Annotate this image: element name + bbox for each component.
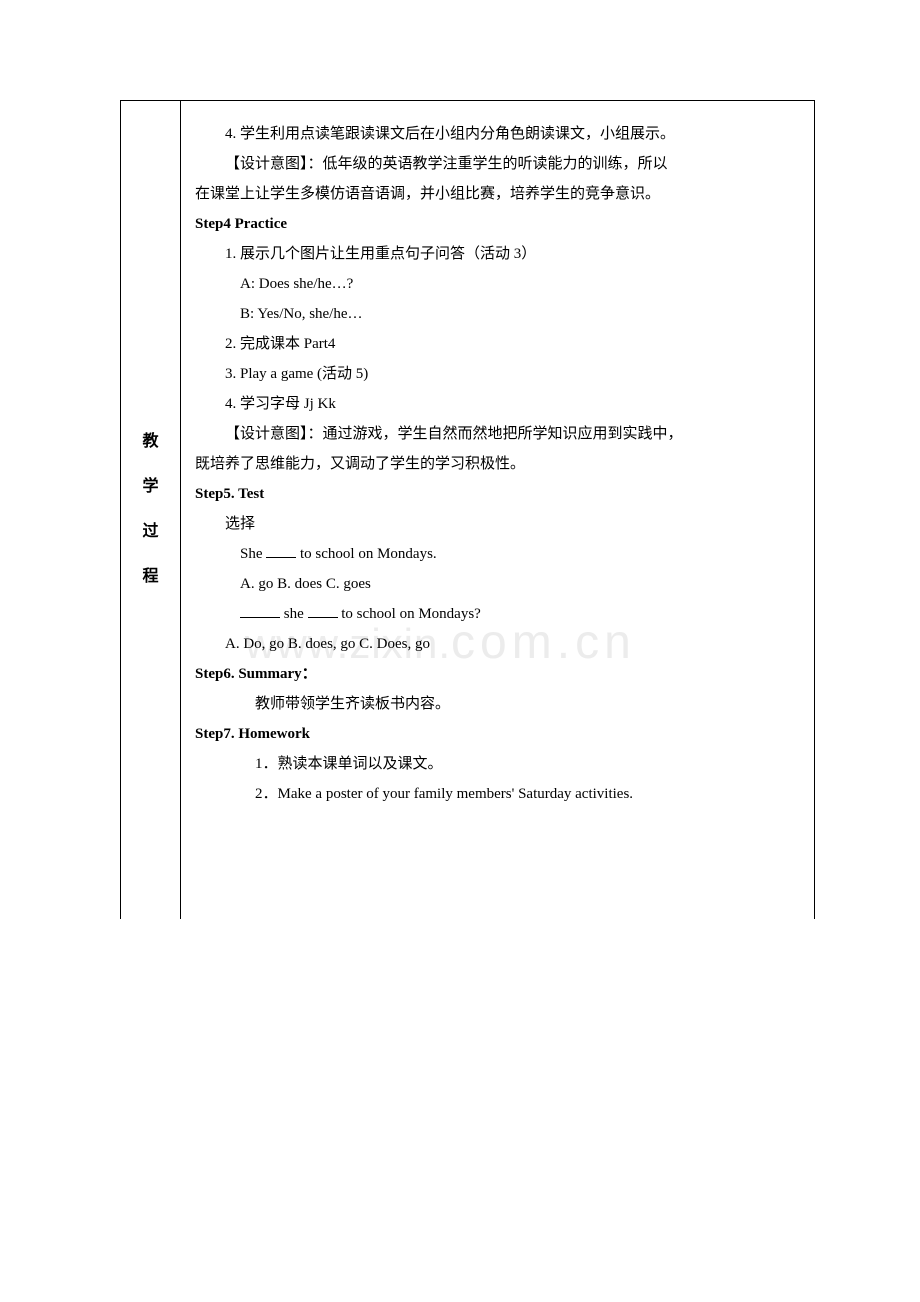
- left-column: 教 学 过 程: [121, 101, 181, 919]
- step7-heading: Step7. Homework: [195, 719, 796, 749]
- text-line: 4. 学习字母 Jj Kk: [195, 389, 796, 419]
- text-line: 4. 学生利用点读笔跟读课文后在小组内分角色朗读课文，小组展示。: [195, 119, 796, 149]
- text-line: 3. Play a game (活动 5): [195, 359, 796, 389]
- spacer: [195, 809, 796, 889]
- fill-blank: [308, 603, 338, 618]
- text-line: B: Yes/No, she/he…: [195, 299, 796, 329]
- text-line: 在课堂上让学生多模仿语音语调，并小组比赛，培养学生的竞争意识。: [195, 179, 796, 209]
- content-cell: 4. 学生利用点读笔跟读课文后在小组内分角色朗读课文，小组展示。 【设计意图】：…: [181, 101, 815, 919]
- text-line: 1．熟读本课单词以及课文。: [195, 749, 796, 779]
- text-line: 【设计意图】：通过游戏，学生自然而然地把所学知识应用到实践中，: [195, 419, 796, 449]
- question-line: she to school on Mondays?: [195, 599, 796, 629]
- options-line: A. go B. does C. goes: [195, 569, 796, 599]
- text-line: 选择: [195, 509, 796, 539]
- step5-heading: Step5. Test: [195, 479, 796, 509]
- text-line: 1. 展示几个图片让生用重点句子问答（活动 3）: [195, 239, 796, 269]
- text-line: 教师带领学生齐读板书内容。: [195, 689, 796, 719]
- step4-heading: Step4 Practice: [195, 209, 796, 239]
- step6-heading: Step6. Summary：: [195, 659, 796, 689]
- text-line: A: Does she/he…?: [195, 269, 796, 299]
- fill-blank: [266, 543, 296, 558]
- text-line: 2．Make a poster of your family members' …: [195, 779, 796, 809]
- text-line: 既培养了思维能力，又调动了学生的学习积极性。: [195, 449, 796, 479]
- text-line: 2. 完成课本 Part4: [195, 329, 796, 359]
- text-line: 【设计意图】：低年级的英语教学注重学生的听读能力的训练，所以: [195, 149, 796, 179]
- fill-blank: [240, 603, 280, 618]
- page-container: 教 学 过 程 4. 学生利用点读笔跟读课文后在小组内分角色朗读课文，小组展示。…: [0, 0, 920, 1019]
- question-line: She to school on Mondays.: [195, 539, 796, 569]
- options-line: A. Do, go B. does, go C. Does, go: [195, 629, 796, 659]
- left-column-label: 教 学 过 程: [142, 420, 158, 599]
- lesson-table: 教 学 过 程 4. 学生利用点读笔跟读课文后在小组内分角色朗读课文，小组展示。…: [120, 100, 815, 919]
